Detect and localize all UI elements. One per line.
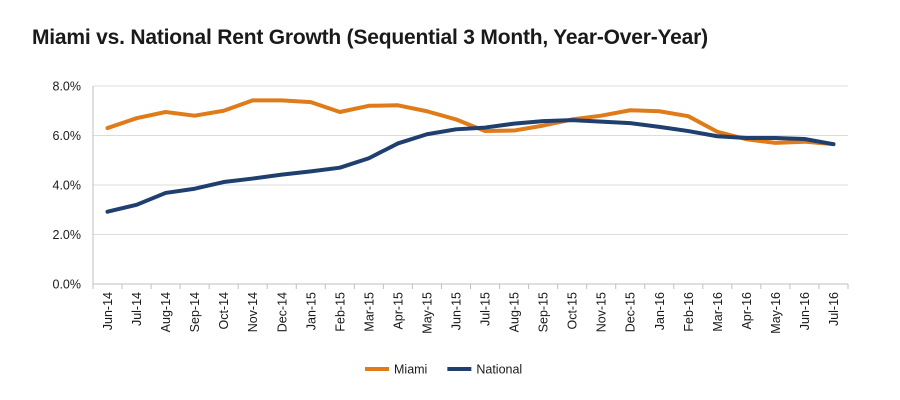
x-tick-label: Oct-15 (566, 292, 580, 330)
y-tick-label: 2.0% (53, 228, 82, 242)
tick-labels: 0.0% 2.0% 4.0% 6.0% 8.0% Jun-14 Jul-14 Aug-14 Se… (53, 80, 841, 334)
x-tick-label: Apr-15 (391, 292, 405, 330)
x-tick-label: Jul-15 (479, 292, 493, 326)
x-tick-label: Jun-16 (798, 292, 812, 330)
x-tick-label: Jun-14 (101, 292, 115, 330)
x-tick-label: Nov-14 (246, 292, 260, 332)
series-lines (105, 98, 836, 214)
chart-title: Miami vs. National Rent Growth (Sequenti… (32, 26, 708, 49)
y-tick-label: 6.0% (53, 129, 82, 143)
x-tick-label: Jul-16 (827, 292, 841, 326)
x-tick-label: Aug-14 (159, 292, 173, 332)
y-tick-label: 4.0% (53, 179, 82, 193)
x-tick-label: Jun-15 (449, 292, 463, 330)
x-tick-label: Apr-16 (740, 292, 754, 330)
x-tick-label: May-15 (420, 292, 434, 334)
y-tick-label: 0.0% (53, 278, 82, 292)
x-tick-label: Dec-15 (624, 292, 638, 332)
legend: Miami National (365, 363, 522, 377)
x-tick-label: Mar-16 (711, 292, 725, 332)
x-tick-label: Oct-14 (217, 292, 231, 330)
x-tick-label: Jan-15 (304, 292, 318, 330)
series-line-miami (105, 98, 836, 147)
x-tick-label: May-16 (769, 292, 783, 334)
x-tick-label: Nov-15 (595, 292, 609, 332)
x-tick-label: Feb-15 (333, 292, 347, 332)
x-tick-label: Sep-15 (537, 292, 551, 332)
legend-label-miami: Miami (394, 363, 427, 377)
x-tick-label: Jul-14 (130, 292, 144, 326)
x-tick-label: Mar-15 (362, 292, 376, 332)
x-tick-label: Dec-14 (275, 292, 289, 332)
y-tick-label: 8.0% (53, 80, 82, 94)
x-tick-label: Feb-16 (682, 292, 696, 332)
legend-label-national: National (476, 363, 522, 377)
series-line-national (105, 118, 836, 214)
axes (92, 86, 849, 289)
x-tick-label: Sep-14 (188, 292, 202, 332)
x-tick-label: Jan-16 (653, 292, 667, 330)
x-tick-label: Aug-15 (508, 292, 522, 332)
grid-lines (93, 85, 848, 235)
